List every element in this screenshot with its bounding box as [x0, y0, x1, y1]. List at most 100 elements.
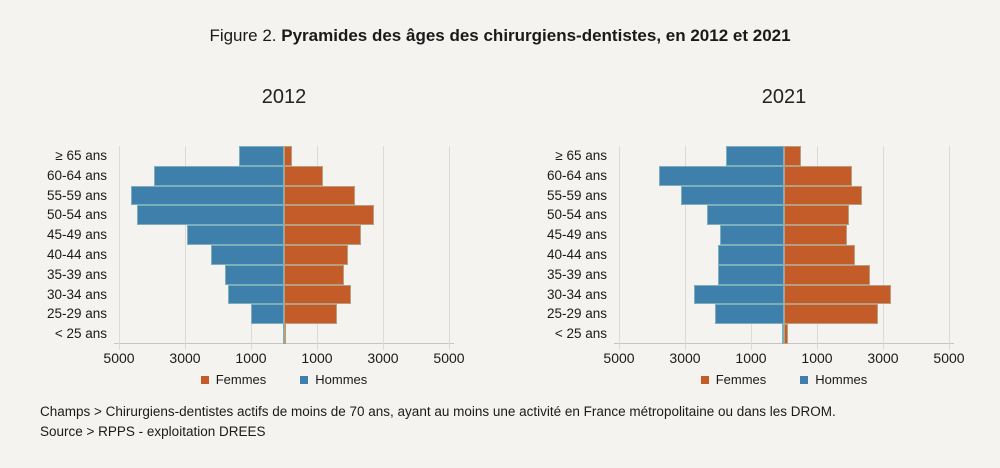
x-tick-label: 5000: [103, 350, 135, 366]
bar-femmes-2012: [284, 165, 324, 186]
bar-hommes-2021: [681, 185, 784, 206]
age-label: ≥ 65 ans: [555, 148, 607, 163]
bar-hommes-2012: [137, 205, 284, 226]
bar-femmes-2021: [784, 304, 879, 325]
chart-body-2012: ≥ 65 ans 60-64 ans 55-59 ans 50-54 ans 45-49…: [28, 146, 465, 366]
y-axis-labels: ≥ 65 ans 60-64 ans 55-59 ans 50-54 ans 45-49…: [528, 146, 614, 344]
legend-label-femmes: Femmes: [215, 372, 267, 387]
age-label: 55-59 ans: [46, 187, 107, 203]
x-tick-label: 1000: [301, 350, 333, 366]
age-label: 25-29 ans: [546, 306, 607, 322]
figure-footnotes: Champs > Chirurgiens-dentistes actifs de…: [40, 402, 980, 442]
x-tick-label: 3000: [669, 350, 701, 366]
footnote-source: Source > RPPS - exploitation DREES: [40, 424, 266, 439]
legend-item-hommes: Hommes: [800, 372, 867, 387]
femmes-swatch-icon: [200, 375, 209, 384]
y-axis-labels: ≥ 65 ans 60-64 ans 55-59 ans 50-54 ans 45-49…: [28, 146, 114, 344]
gridline: [383, 146, 384, 350]
bar-hommes-2021: [718, 264, 784, 285]
bar-hommes-2012: [153, 165, 284, 186]
bar-femmes-2012: [284, 324, 286, 344]
figure-title: Figure 2. Pyramides des âges des chirurg…: [0, 26, 1000, 46]
age-label: 45-49 ans: [46, 227, 107, 243]
pyramid-chart-2012: 2012 ≥ 65 ans 60-64 ans 55-59 ans 50-54 ans…: [28, 84, 488, 394]
gridline: [883, 146, 884, 350]
legend-label-hommes: Hommes: [815, 372, 868, 387]
bar-femmes-2012: [284, 205, 374, 226]
bar-hommes-2012: [227, 284, 284, 305]
footnote-champs: Champs > Chirurgiens-dentistes actifs de…: [40, 404, 836, 419]
bar-femmes-2012: [284, 284, 352, 305]
legend-item-femmes: Femmes: [200, 372, 267, 387]
x-tick-label: 1000: [735, 350, 767, 366]
age-label: 45-49 ans: [546, 227, 607, 243]
age-label: 60-64 ans: [46, 167, 107, 183]
bar-hommes-2012: [251, 304, 284, 325]
legend-item-hommes: Hommes: [300, 372, 367, 387]
bar-femmes-2012: [284, 304, 337, 325]
gridline: [185, 146, 186, 350]
age-label: 40-44 ans: [46, 246, 107, 262]
bar-hommes-2021: [781, 324, 784, 344]
bar-hommes-2021: [715, 304, 784, 325]
figure-title-main: Pyramides des âges des chirurgiens-denti…: [281, 26, 791, 45]
age-label: ≥ 65 ans: [55, 148, 107, 163]
age-label: 35-39 ans: [546, 266, 607, 282]
x-tick-label: 3000: [867, 350, 899, 366]
x-tick-label: 5000: [933, 350, 965, 366]
bar-femmes-2021: [784, 225, 847, 245]
x-tick-label: 1000: [235, 350, 267, 366]
bar-femmes-2012: [284, 245, 349, 265]
age-label: 40-44 ans: [546, 246, 607, 262]
bar-femmes-2021: [784, 185, 863, 206]
chart-body-2021: ≥ 65 ans 60-64 ans 55-59 ans 50-54 ans 45-49…: [528, 146, 965, 366]
femmes-swatch-icon: [700, 375, 709, 384]
bar-hommes-2021: [694, 284, 784, 305]
legend-label-hommes: Hommes: [315, 372, 368, 387]
legend-item-femmes: Femmes: [700, 372, 767, 387]
bar-femmes-2012: [284, 185, 355, 206]
legend-label-femmes: Femmes: [715, 372, 767, 387]
age-label: 50-54 ans: [46, 207, 107, 223]
bar-femmes-2021: [784, 146, 801, 166]
age-label: 35-39 ans: [46, 266, 107, 282]
hommes-swatch-icon: [800, 375, 809, 384]
age-label: 25-29 ans: [46, 306, 107, 322]
bar-femmes-2021: [784, 284, 891, 305]
chart-subtitle-2021: 2021: [761, 86, 807, 108]
gridline: [619, 146, 620, 350]
bar-hommes-2012: [130, 185, 284, 206]
bar-hommes-2021: [725, 146, 784, 166]
age-label: 30-34 ans: [546, 286, 607, 302]
age-label: < 25 ans: [54, 326, 107, 342]
hommes-swatch-icon: [300, 375, 309, 384]
bar-femmes-2012: [284, 264, 344, 285]
age-label: < 25 ans: [554, 326, 607, 342]
figure-title-prefix: Figure 2.: [209, 26, 282, 45]
x-tick-label: 3000: [367, 350, 399, 366]
bar-hommes-2012: [224, 264, 284, 285]
bar-femmes-2012: [284, 146, 292, 166]
pyramid-chart-2021: 2021 ≥ 65 ans 60-64 ans 55-59 ans 50-54 ans…: [528, 84, 988, 394]
age-label: 30-34 ans: [46, 286, 107, 302]
gridline: [685, 146, 686, 350]
age-label: 50-54 ans: [546, 207, 607, 223]
legend-2021: Femmes Hommes: [614, 372, 954, 387]
bar-femmes-2021: [784, 324, 788, 344]
chart-subtitle-2012: 2012: [261, 86, 307, 108]
legend-2012: Femmes Hommes: [114, 372, 454, 387]
bar-hommes-2021: [658, 165, 784, 186]
gridline: [449, 146, 450, 350]
x-tick-label: 3000: [169, 350, 201, 366]
bar-femmes-2021: [784, 165, 852, 186]
gridline: [949, 146, 950, 350]
age-label: 60-64 ans: [546, 167, 607, 183]
bar-hommes-2012: [211, 245, 284, 265]
plot-area-2021: 5000 3000 1000 1000 3000 5000: [603, 146, 965, 366]
bar-femmes-2021: [784, 245, 855, 265]
plot-area-2012: 5000 3000 1000 1000 3000 5000: [103, 146, 465, 366]
x-tick-label: 5000: [433, 350, 465, 366]
age-label: 55-59 ans: [546, 187, 607, 203]
bar-hommes-2021: [707, 205, 784, 226]
